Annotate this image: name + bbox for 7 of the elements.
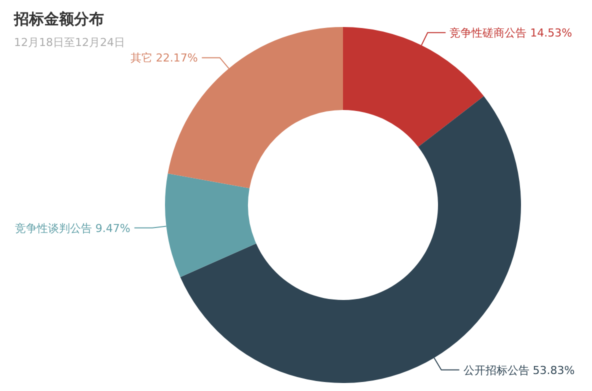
slice-label: 公开招标公告 53.83% xyxy=(463,364,575,377)
slice-label: 其它 22.17% xyxy=(130,52,198,65)
slice-label: 竞争性谈判公告 9.47% xyxy=(14,222,130,235)
slice-label: 竞争性磋商公告 14.53% xyxy=(450,26,572,40)
donut-slice xyxy=(343,27,484,147)
text: 12月18日至12月24日 xyxy=(14,36,125,49)
chart-title: 招标金额分布 xyxy=(13,10,104,28)
